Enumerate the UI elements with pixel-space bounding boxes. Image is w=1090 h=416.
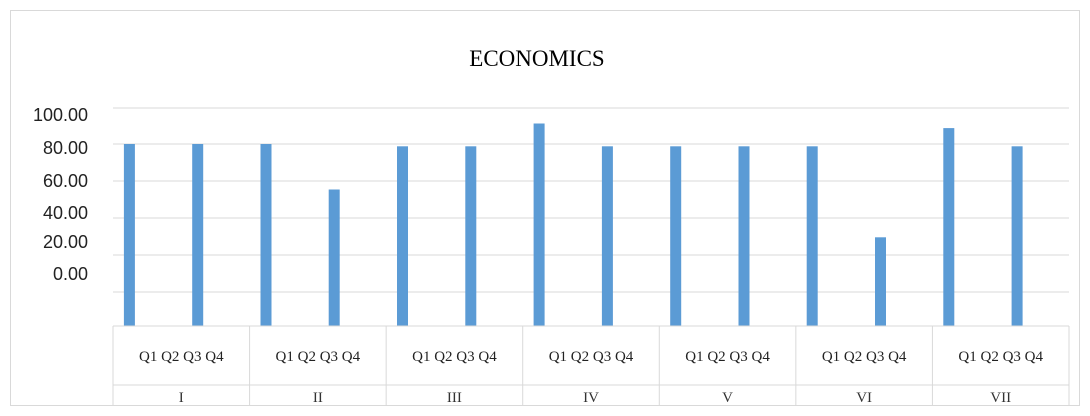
gridlines (113, 107, 1069, 293)
group-label: VI (856, 390, 872, 406)
quarter-labels: Q1 Q2 Q3 Q4 (276, 349, 361, 365)
group-label: II (313, 390, 323, 406)
bar (397, 146, 408, 326)
quarter-labels: Q1 Q2 Q3 Q4 (685, 349, 770, 365)
group-label: IV (583, 390, 599, 406)
y-tick-label: 60.00 (43, 171, 88, 191)
chart-title: ECONOMICS (469, 46, 604, 71)
bar (533, 123, 545, 326)
group-label: I (179, 390, 184, 406)
x-axis: Q1 Q2 Q3 Q4 I Q1 Q2 Q3 Q4 II Q1 Q2 Q3 Q4 III Q… (112, 325, 1070, 406)
y-tick-label: 100.00 (33, 105, 88, 125)
bar (123, 144, 135, 326)
quarter-labels: Q1 Q2 Q3 Q4 (549, 349, 634, 365)
bar (738, 146, 750, 326)
y-tick-label: 0.00 (53, 264, 88, 284)
bar (192, 144, 204, 326)
bar (1011, 146, 1023, 326)
bar (601, 146, 613, 326)
bar (328, 189, 340, 326)
quarter-labels: Q1 Q2 Q3 Q4 (139, 349, 224, 365)
group-label: V (722, 390, 733, 406)
quarter-labels: Q1 Q2 Q3 Q4 (822, 349, 907, 365)
y-axis-ticks: 100.00 80.00 60.00 40.00 20.00 0.00 (33, 105, 88, 284)
quarter-labels: Q1 Q2 Q3 Q4 (958, 349, 1043, 365)
bar (670, 146, 682, 326)
y-tick-label: 80.00 (43, 138, 88, 158)
group-label: VII (990, 390, 1011, 406)
quarter-labels: Q1 Q2 Q3 Q4 (412, 349, 497, 365)
bar (875, 237, 886, 326)
y-tick-label: 40.00 (43, 203, 88, 223)
group-label: III (447, 390, 462, 406)
bar (806, 146, 818, 326)
bar (943, 128, 955, 326)
bars (123, 123, 1023, 326)
y-tick-label: 20.00 (43, 232, 88, 252)
bar (465, 146, 477, 326)
bar (260, 144, 272, 326)
chart-frame (10, 10, 1080, 406)
